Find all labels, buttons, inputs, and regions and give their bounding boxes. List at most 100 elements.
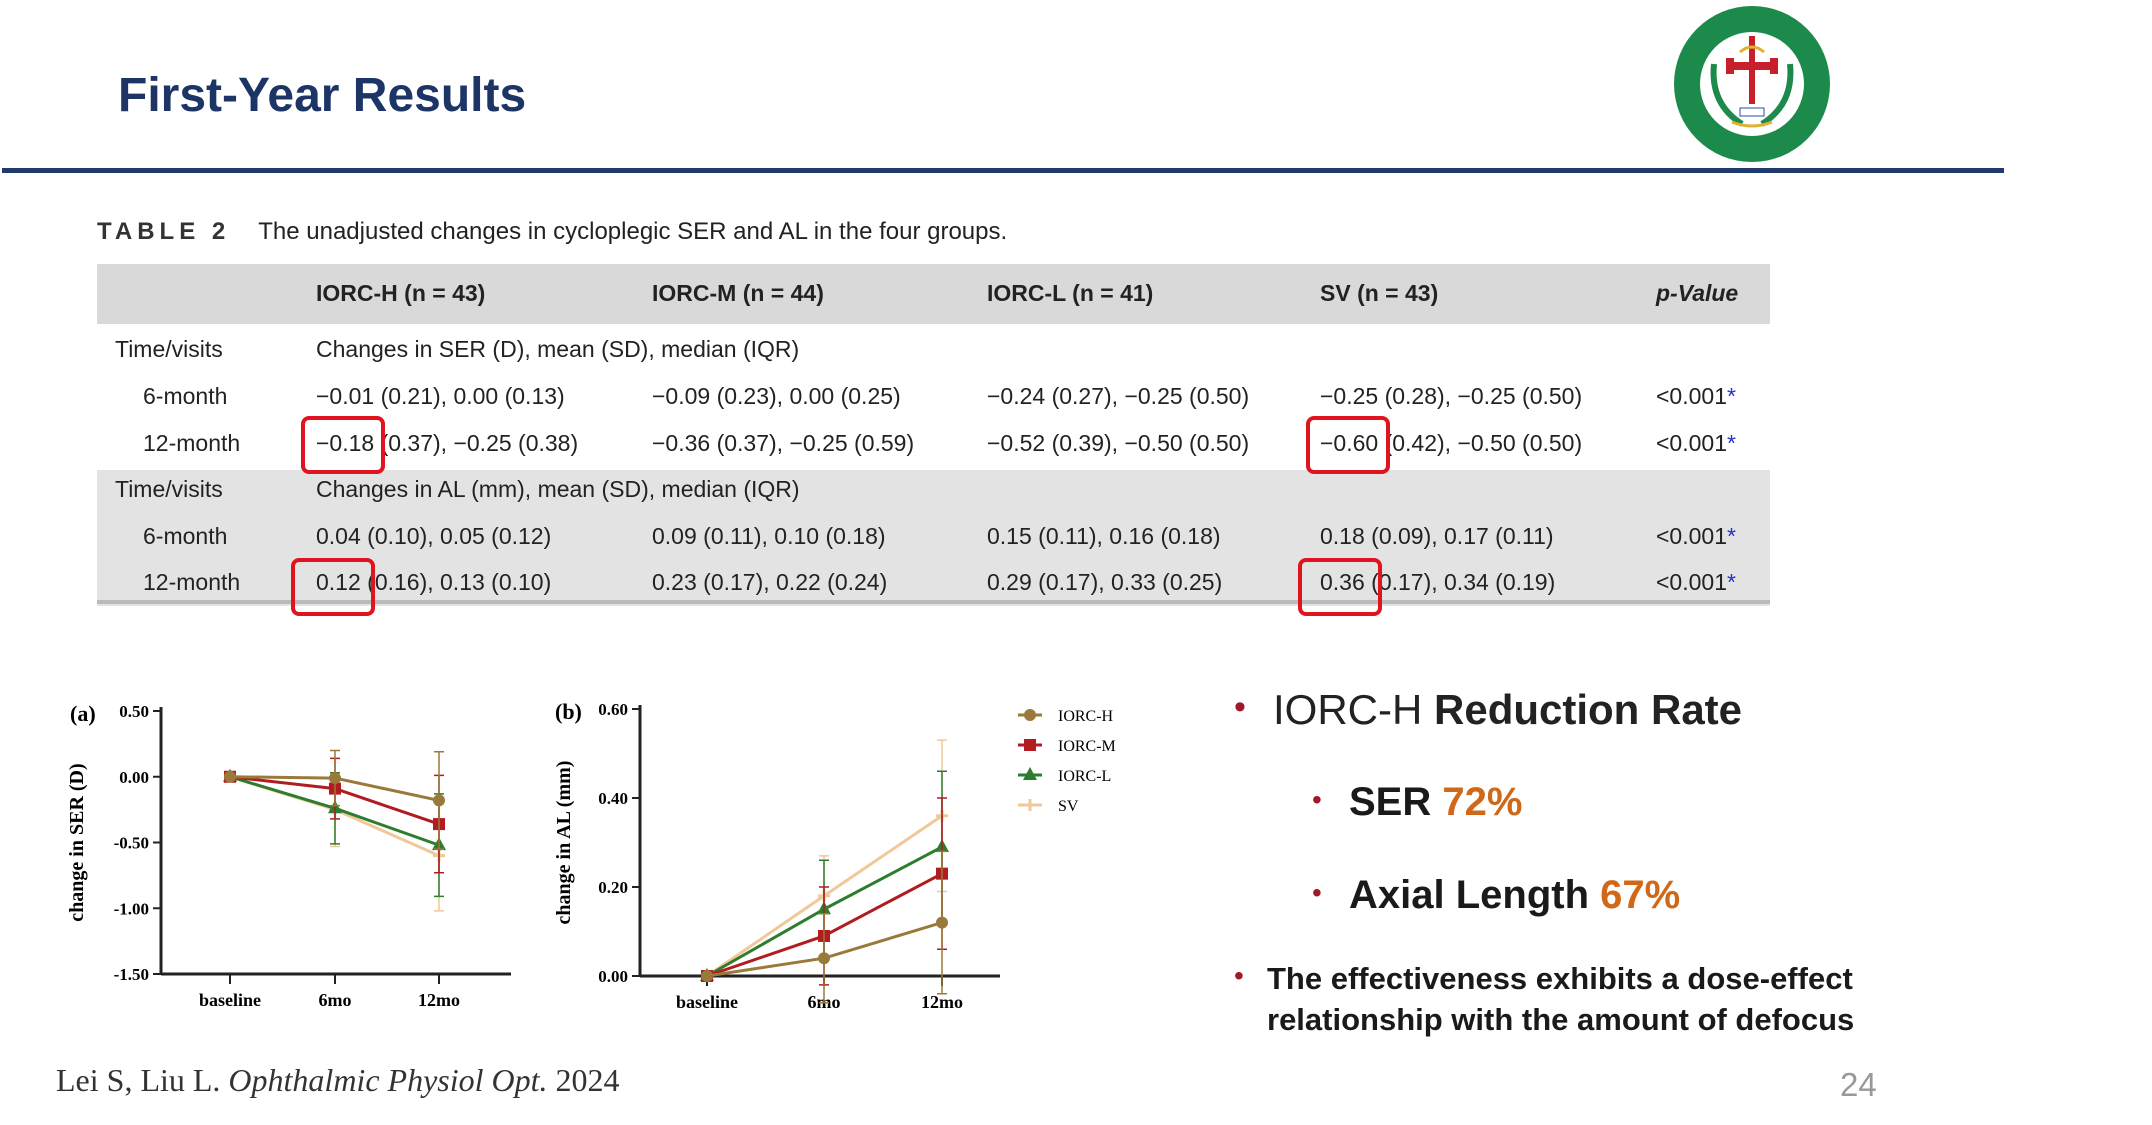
legend-item: IORC-M xyxy=(1018,738,1116,755)
table-cell: 0.23 (0.17), 0.22 (0.24) xyxy=(652,569,888,595)
bullet-axial-length: Axial Length 67% xyxy=(1349,873,1680,918)
charts-area: (a) 0.50 0.00 -0.50 -1.00 -1.50 baseline 6mo 12m… xyxy=(66,699,1116,1012)
row-label: 6-month xyxy=(143,383,228,409)
y-axis-label: change in SER (D) xyxy=(66,763,88,921)
y-tick-label: 0.40 xyxy=(598,789,628,808)
row-label: 12-month xyxy=(143,430,241,456)
section-label: Time/visits xyxy=(115,476,223,502)
ser-label: SER xyxy=(1349,780,1432,824)
highlight-box-al-iorc-h xyxy=(291,558,375,616)
x-tick-label: baseline xyxy=(676,992,738,1012)
table-cell: −0.18 (0.37), −0.25 (0.38) xyxy=(316,430,579,456)
bullet-dot: • xyxy=(1234,960,1244,991)
significance-star: * xyxy=(1727,569,1736,595)
highlight-box-ser-iorc-h xyxy=(301,416,385,474)
y-tick-label: -0.50 xyxy=(114,834,149,853)
marker-triangle xyxy=(1023,767,1037,780)
y-tick-label: 0.50 xyxy=(119,702,149,721)
al-value: 67% xyxy=(1600,873,1681,917)
table-cell: 0.18 (0.09), 0.17 (0.11) xyxy=(1320,523,1554,549)
hospital-logo xyxy=(1674,6,1830,162)
table-caption: TABLE 2 The unadjusted changes in cyclopl… xyxy=(97,218,1007,246)
table-cell: 0.04 (0.10), 0.05 (0.12) xyxy=(316,523,552,549)
marker-circle xyxy=(1024,709,1036,721)
significance-star: * xyxy=(1727,523,1736,549)
header-iorc-m: IORC-M (n = 44) xyxy=(652,280,824,306)
marker-circle xyxy=(936,916,948,929)
panel-label: (a) xyxy=(70,701,96,726)
header-sv: SV (n = 43) xyxy=(1320,280,1439,306)
marker-circle xyxy=(701,970,713,982)
marker-circle xyxy=(329,772,341,785)
y-axis-label: change in AL (mm) xyxy=(553,761,575,925)
y-tick-label: 0.00 xyxy=(598,967,628,986)
legend-item: IORC-H xyxy=(1018,708,1114,725)
citation-journal: Ophthalmic Physiol Opt. xyxy=(228,1062,548,1098)
row-label: 12-month xyxy=(143,569,241,595)
x-tick-label: 6mo xyxy=(319,990,352,1010)
section-label: Time/visits xyxy=(115,336,223,362)
section-title: Changes in SER (D), mean (SD), median (I… xyxy=(316,336,800,362)
header-p-value: p-Value xyxy=(1656,280,1739,306)
header-iorc-l: IORC-L (n = 41) xyxy=(987,280,1154,306)
legend-label: IORC-L xyxy=(1058,768,1111,785)
slide-title: First-Year Results xyxy=(118,69,527,122)
table-cell: 0.15 (0.11), 0.16 (0.18) xyxy=(987,523,1221,549)
table-bottom-rule xyxy=(97,600,1770,604)
header-iorc-h: IORC-H (n = 43) xyxy=(316,280,486,306)
legend-label: SV xyxy=(1058,798,1079,815)
p-value: <0.001 xyxy=(1656,430,1727,456)
table-cell: −0.60 (0.42), −0.50 (0.50) xyxy=(1320,430,1583,456)
marker-square xyxy=(1024,739,1036,751)
legend-label: IORC-H xyxy=(1058,708,1114,725)
x-tick-label: 12mo xyxy=(921,992,963,1012)
y-tick-label: -1.00 xyxy=(114,899,149,918)
p-value: <0.001 xyxy=(1656,523,1727,549)
table-cell: −0.25 (0.28), −0.25 (0.50) xyxy=(1320,383,1583,409)
bullet-dose-effect: The effectiveness exhibits a dose-effect… xyxy=(1267,958,1854,1040)
bullet-dot: • xyxy=(1312,784,1322,815)
table-al-band xyxy=(97,470,1770,606)
table-caption-text: The unadjusted changes in cycloplegic SE… xyxy=(258,218,1008,245)
p-value-cell: <0.001* xyxy=(1656,383,1736,410)
panel-label: (b) xyxy=(555,699,582,724)
table-cell: 0.09 (0.11), 0.10 (0.18) xyxy=(652,523,886,549)
bullet-reduction-rate: IORC-H Reduction Rate xyxy=(1273,686,1742,734)
citation-authors: Lei S, Liu L. xyxy=(56,1062,221,1098)
p-value-cell: <0.001* xyxy=(1656,523,1736,550)
legend-label: IORC-M xyxy=(1058,738,1116,755)
reduction-group: IORC-H xyxy=(1273,686,1423,733)
table-cell: −0.52 (0.39), −0.50 (0.50) xyxy=(987,430,1250,456)
row-label: 6-month xyxy=(143,523,228,549)
table-cell: 0.36 (0.17), 0.34 (0.19) xyxy=(1320,569,1556,595)
significance-star: * xyxy=(1727,430,1736,456)
results-table: IORC-H (n = 43) IORC-M (n = 44) IORC-L (… xyxy=(97,264,1770,616)
highlight-box-ser-sv xyxy=(1306,416,1390,474)
section-title: Changes in AL (mm), mean (SD), median (I… xyxy=(316,476,800,502)
table-cell: −0.09 (0.23), 0.00 (0.25) xyxy=(652,383,901,409)
legend-item: IORC-L xyxy=(1018,767,1111,785)
reduction-label: Reduction Rate xyxy=(1434,686,1743,733)
series-iorc-h xyxy=(701,850,948,1004)
citation-year: 2024 xyxy=(555,1062,620,1098)
y-tick-label: 0.60 xyxy=(598,700,628,719)
p-value: <0.001 xyxy=(1656,383,1727,409)
x-tick-label: 12mo xyxy=(418,990,460,1010)
series-iorc-h xyxy=(224,749,445,850)
marker-circle xyxy=(224,770,236,783)
citation: Lei S, Liu L. Ophthalmic Physiol Opt. 20… xyxy=(56,1062,620,1099)
y-tick-label: 0.00 xyxy=(119,768,149,787)
page-number: 24 xyxy=(1840,1066,1877,1103)
table-cell: −0.24 (0.27), −0.25 (0.50) xyxy=(987,383,1250,409)
ser-value: 72% xyxy=(1442,780,1523,824)
marker-circle xyxy=(433,794,445,807)
table-cell: −0.36 (0.37), −0.25 (0.59) xyxy=(652,430,915,456)
bullet-dot: • xyxy=(1312,877,1322,908)
significance-star: * xyxy=(1727,383,1736,409)
effect-line-1: The effectiveness exhibits a dose-effect xyxy=(1267,961,1853,996)
bullet-ser: SER 72% xyxy=(1349,780,1522,825)
y-tick-label: -1.50 xyxy=(114,965,149,984)
p-value: <0.001 xyxy=(1656,569,1727,595)
chart-panel-0: (a) 0.50 0.00 -0.50 -1.00 -1.50 baseline 6mo 12m… xyxy=(66,701,511,1010)
